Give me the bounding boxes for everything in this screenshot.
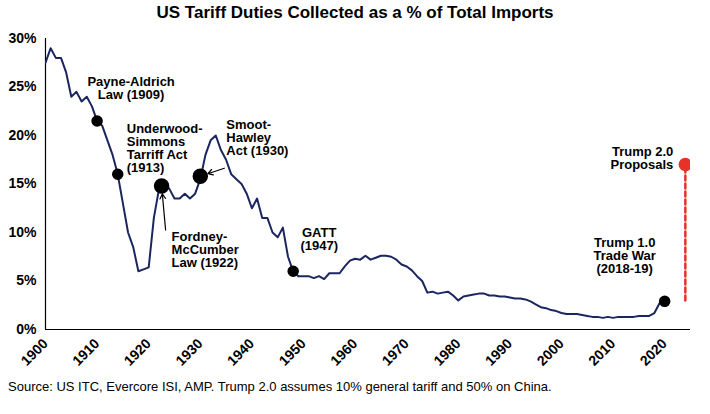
svg-text:1930: 1930 bbox=[172, 335, 205, 368]
svg-text:Fordney-McCumberLaw (1922): Fordney-McCumberLaw (1922) bbox=[172, 229, 239, 270]
html-text:Source: US ITC, Evercore ISI,: Source: US ITC, Evercore ISI, AMP. Trump… bbox=[8, 379, 552, 394]
svg-text:0%: 0% bbox=[16, 321, 37, 337]
html-text:US Tariff Duties Collected as: US Tariff Duties Collected as a % of Tot… bbox=[156, 3, 554, 22]
svg-text:1990: 1990 bbox=[482, 335, 515, 368]
svg-text:1950: 1950 bbox=[275, 335, 308, 368]
svg-text:GATT(1947): GATT(1947) bbox=[300, 225, 338, 253]
svg-text:1900: 1900 bbox=[17, 335, 50, 368]
svg-text:20%: 20% bbox=[8, 127, 37, 143]
svg-text:1910: 1910 bbox=[69, 335, 102, 368]
svg-text:2010: 2010 bbox=[585, 335, 618, 368]
svg-text:Trump 1.0Trade War(2018-19): Trump 1.0Trade War(2018-19) bbox=[594, 235, 656, 276]
svg-text:1960: 1960 bbox=[327, 335, 360, 368]
svg-text:1970: 1970 bbox=[379, 335, 412, 368]
svg-text:Underwood-SimmonsTarriff Act(1: Underwood-SimmonsTarriff Act(1913) bbox=[127, 121, 203, 175]
svg-text:25%: 25% bbox=[8, 78, 37, 94]
svg-text:1940: 1940 bbox=[224, 335, 257, 368]
svg-text:1920: 1920 bbox=[121, 335, 154, 368]
svg-text:2000: 2000 bbox=[533, 335, 566, 368]
svg-text:Trump 2.0Proposals: Trump 2.0Proposals bbox=[610, 144, 673, 172]
svg-text:1980: 1980 bbox=[430, 335, 463, 368]
svg-text:Smoot-HawleyAct (1930): Smoot-HawleyAct (1930) bbox=[226, 117, 288, 158]
svg-text:10%: 10% bbox=[8, 224, 37, 240]
svg-text:5%: 5% bbox=[16, 272, 37, 288]
svg-text:15%: 15% bbox=[8, 175, 37, 191]
svg-text:Payne-AldrichLaw (1909): Payne-AldrichLaw (1909) bbox=[87, 74, 174, 102]
svg-text:30%: 30% bbox=[8, 30, 37, 46]
svg-text:2020: 2020 bbox=[637, 335, 670, 368]
